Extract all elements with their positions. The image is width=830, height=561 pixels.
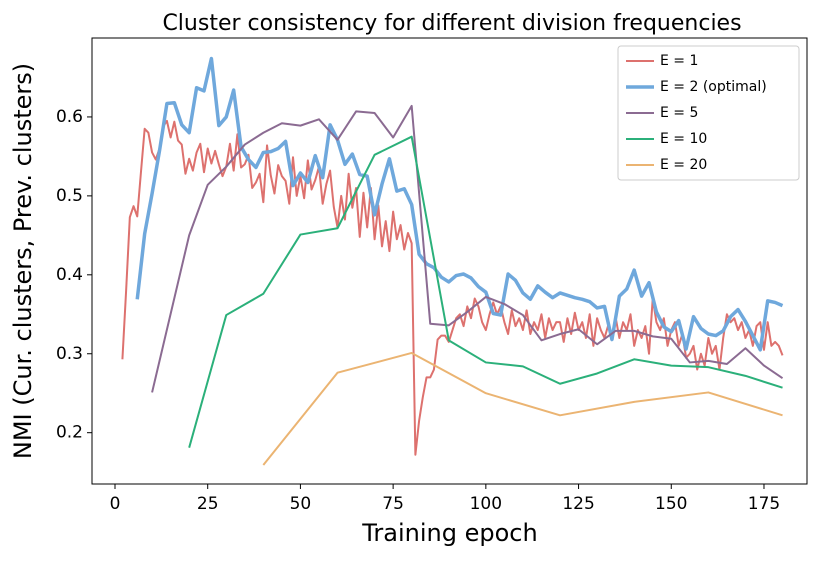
x-tick-label: 0 xyxy=(110,494,121,514)
legend-label: E = 1 xyxy=(660,53,698,69)
legend: E = 1 E = 2 (optimal) E = 5 E = 10 E = 20 xyxy=(617,45,800,181)
plot-frame xyxy=(91,37,808,485)
series-line xyxy=(188,135,783,448)
x-tick-label: 125 xyxy=(562,494,594,514)
legend-box xyxy=(617,45,800,181)
legend-label: E = 10 xyxy=(660,131,707,147)
x-tick-label: 50 xyxy=(290,494,312,514)
y-axis-label: NMI (Cur. clusters, Prev. clusters) xyxy=(9,63,37,459)
y-tick-label: 0.5 xyxy=(56,186,83,206)
x-tick-label: 25 xyxy=(197,494,219,514)
y-tick-label: 0.6 xyxy=(56,107,83,127)
legend-label: E = 2 (optimal) xyxy=(660,79,767,95)
legend-label: E = 20 xyxy=(660,157,707,173)
x-tick-label: 75 xyxy=(382,494,404,514)
x-axis-label: Training epoch xyxy=(361,519,537,547)
y-tick-label: 0.3 xyxy=(56,344,83,364)
series-line xyxy=(151,104,784,393)
series-line xyxy=(262,351,783,466)
x-tick-label: 175 xyxy=(748,494,780,514)
y-tick-label: 0.2 xyxy=(56,423,83,443)
x-tick-label: 150 xyxy=(655,494,687,514)
legend-label: E = 5 xyxy=(660,105,698,121)
y-tick-label: 0.4 xyxy=(56,265,83,285)
x-tick-label: 100 xyxy=(470,494,502,514)
chart-title: Cluster consistency for different divisi… xyxy=(162,11,741,36)
series-line xyxy=(135,56,784,352)
